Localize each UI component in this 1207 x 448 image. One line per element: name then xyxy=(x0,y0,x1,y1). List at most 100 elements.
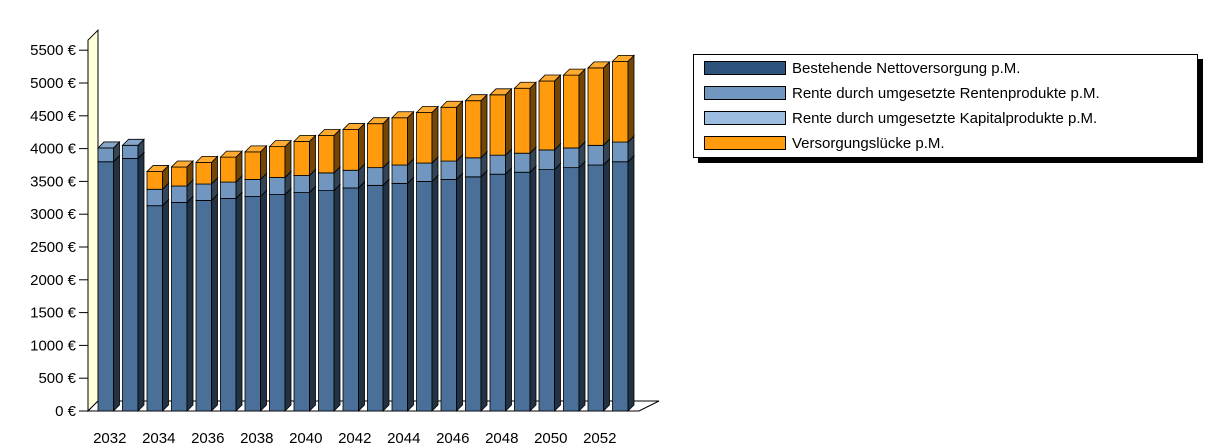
bar-side xyxy=(431,174,439,412)
bar-top xyxy=(391,111,415,119)
bar-front xyxy=(97,161,114,412)
bar-segment xyxy=(244,189,268,412)
bar-front xyxy=(489,173,506,412)
bar-segment xyxy=(195,155,219,185)
y-tick-label: 0 € xyxy=(55,403,77,420)
bar-segment xyxy=(611,154,635,412)
bar-front xyxy=(269,177,286,195)
x-tick-label: 2036 xyxy=(191,430,224,447)
bar-front xyxy=(440,179,457,412)
bar-side xyxy=(456,100,463,163)
bar-front xyxy=(342,129,359,171)
bar-side xyxy=(358,122,365,172)
y-tick-label: 4500 € xyxy=(30,108,77,125)
bar-top xyxy=(195,155,219,163)
bar-side xyxy=(578,68,586,149)
bar-segment xyxy=(97,154,121,412)
bar-front xyxy=(171,185,188,203)
bar-side xyxy=(603,60,610,147)
bar-top xyxy=(342,123,366,130)
bar-front xyxy=(391,164,408,184)
bar-side xyxy=(505,87,512,157)
bar-front xyxy=(293,192,310,412)
bar-front xyxy=(440,160,457,180)
x-tick-label: 2034 xyxy=(142,430,175,447)
bar-front xyxy=(612,60,629,143)
bar-front xyxy=(146,205,163,412)
bar-segment xyxy=(170,160,194,187)
bar-side xyxy=(284,187,292,412)
bar-top xyxy=(146,165,170,172)
bar-segment xyxy=(489,87,513,157)
legend-swatch xyxy=(704,86,786,100)
bar-top xyxy=(587,61,611,69)
bar-top xyxy=(219,150,243,158)
legend-box: Bestehende Nettoversorgung p.M. Rente du… xyxy=(693,54,1198,158)
y-tick-label: 3000 € xyxy=(30,206,77,223)
back-wall xyxy=(87,28,99,413)
x-tick-label: 2046 xyxy=(436,430,469,447)
bar-segment xyxy=(415,174,439,412)
bar-segment xyxy=(513,165,537,412)
bar-front xyxy=(244,179,261,197)
bar-segment xyxy=(195,193,219,412)
legend-item-kapitalprodukte: Rente durch umgesetzte Kapitalprodukte p… xyxy=(704,108,1097,128)
bar-front xyxy=(220,156,237,183)
bar-segment xyxy=(170,195,194,412)
legend-label: Versorgungslücke p.M. xyxy=(792,134,945,152)
x-tick-label: 2044 xyxy=(387,430,420,447)
bar-segment xyxy=(97,140,121,163)
bar-top xyxy=(366,117,390,125)
y-tick-label: 5000 € xyxy=(30,75,77,92)
y-tick-label: 3500 € xyxy=(30,173,77,190)
bar-front xyxy=(122,158,139,412)
bar-side xyxy=(137,151,145,412)
bar-segment xyxy=(268,187,292,412)
bar-side xyxy=(456,172,463,412)
bar-segment xyxy=(587,158,611,412)
bar-side xyxy=(333,128,341,174)
bar-side xyxy=(554,162,561,412)
bar-front xyxy=(269,146,286,178)
bar-front xyxy=(293,140,310,176)
bar-top xyxy=(317,129,341,136)
bar-front xyxy=(587,164,604,412)
bar-segment xyxy=(391,176,415,412)
bar-segment xyxy=(244,144,268,181)
bar-front xyxy=(514,171,531,412)
bar-front xyxy=(465,176,482,412)
bar-segment xyxy=(587,60,611,147)
y-tick-label: 1500 € xyxy=(30,305,77,322)
bar-front xyxy=(612,161,629,412)
bar-segment xyxy=(440,100,464,163)
bar-segment xyxy=(366,116,390,169)
y-tick-label: 5500 € xyxy=(30,42,77,59)
bar-front xyxy=(171,166,188,187)
bar-side xyxy=(382,178,390,412)
bar-side xyxy=(358,180,365,412)
bar-side xyxy=(627,154,635,412)
legend-item-rentenprodukte: Rente durch umgesetzte Rentenprodukte p.… xyxy=(704,83,1100,103)
bar-segment xyxy=(146,164,170,191)
bar-segment xyxy=(391,110,415,166)
bar-top xyxy=(513,81,537,89)
bar-front xyxy=(465,157,482,178)
bar-segment xyxy=(611,54,635,144)
bar-front xyxy=(244,196,261,412)
bar-side xyxy=(480,169,488,412)
legend-label: Bestehende Nettoversorgung p.M. xyxy=(792,59,1021,77)
x-tick-label: 2042 xyxy=(338,430,371,447)
bar-front xyxy=(146,188,163,207)
x-tick-label: 2050 xyxy=(534,430,567,447)
bar-segment xyxy=(538,74,562,151)
bar-front xyxy=(416,112,433,164)
bar-front xyxy=(318,172,335,191)
bar-front xyxy=(489,154,506,175)
bar-front xyxy=(244,151,261,180)
bar-front xyxy=(416,162,433,182)
x-tick-label: 2040 xyxy=(289,430,322,447)
bar-segment xyxy=(121,151,145,412)
bar-front xyxy=(563,167,580,412)
bar-segment xyxy=(219,191,243,412)
